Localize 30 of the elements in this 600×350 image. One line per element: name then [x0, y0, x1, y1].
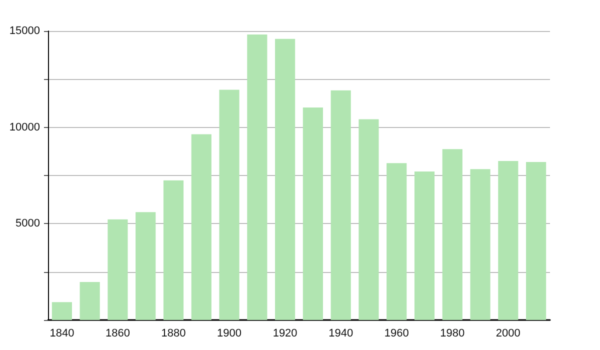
bar: [191, 134, 212, 320]
x-tick-label: 1860: [105, 328, 130, 340]
x-tick-label: 2000: [496, 328, 520, 340]
bar: [80, 282, 100, 320]
bar: [526, 162, 546, 320]
bar: [470, 169, 490, 320]
bar: [163, 180, 184, 320]
bar: [247, 34, 268, 320]
bar: [442, 149, 462, 320]
bar: [358, 119, 379, 320]
x-tick-label: 1960: [384, 328, 409, 340]
y-tick-label: 5000: [16, 218, 40, 230]
bar: [498, 161, 518, 320]
y-tick-label: 15000: [9, 25, 40, 37]
bar: [386, 163, 407, 320]
bar: [330, 90, 351, 320]
bar: [52, 302, 72, 320]
bar: [219, 90, 240, 320]
x-tick-label: 1900: [217, 328, 242, 340]
x-tick-label: 1980: [440, 328, 465, 340]
bar: [302, 107, 323, 320]
x-tick-label: 1880: [161, 328, 186, 340]
bar: [136, 212, 156, 320]
bar: [108, 219, 128, 320]
y-tick-label: 10000: [9, 121, 40, 134]
x-tick-label: 1940: [328, 328, 354, 340]
bar: [414, 171, 435, 320]
x-tick-label: 1840: [50, 328, 74, 340]
x-tick-label: 1920: [272, 328, 298, 340]
bar: [275, 38, 296, 320]
